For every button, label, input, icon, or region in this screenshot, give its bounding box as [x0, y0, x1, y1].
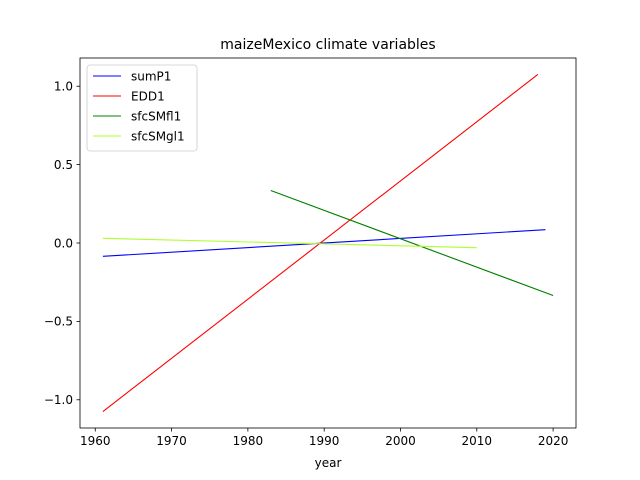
- x-tick-label: 2010: [462, 434, 493, 448]
- legend-label-sumP1: sumP1: [131, 69, 171, 83]
- x-tick-label: 1960: [80, 434, 111, 448]
- y-tick-label: 0.0: [54, 236, 73, 250]
- legend-label-EDD1: EDD1: [131, 89, 165, 103]
- x-tick-label: 1980: [233, 434, 264, 448]
- series-line-sfcSMfl1: [270, 189, 554, 297]
- plot-lines: [102, 74, 554, 412]
- y-tick-label: 0.5: [54, 158, 73, 172]
- x-tick-label: 1970: [156, 434, 187, 448]
- series-line-sfcSMgl1: [102, 237, 477, 249]
- series-line-sumP1: [102, 229, 546, 257]
- chart-title: maizeMexico climate variables: [220, 37, 435, 53]
- x-tick-label: 1990: [309, 434, 340, 448]
- legend-box: [86, 64, 198, 152]
- y-axis-ticks: −1.0 −0.5 0.0 0.5 1.0: [44, 80, 80, 407]
- y-tick-label: −1.0: [44, 393, 73, 407]
- x-axis-ticks: 1960 1970 1980 1990 2000 2010 2020: [80, 428, 568, 448]
- y-tick-label: 1.0: [54, 80, 73, 94]
- legend: sumP1 EDD1 sfcSMfl1 sfcSMgl1: [86, 64, 198, 152]
- x-tick-label: 2020: [538, 434, 569, 448]
- x-tick-label: 2000: [385, 434, 416, 448]
- x-axis-label: year: [315, 456, 342, 470]
- y-tick-label: −0.5: [44, 315, 73, 329]
- legend-label-sfcSMgl1: sfcSMgl1: [131, 129, 185, 143]
- legend-label-sfcSMfl1: sfcSMfl1: [131, 109, 181, 123]
- series-line-EDD1: [102, 74, 539, 412]
